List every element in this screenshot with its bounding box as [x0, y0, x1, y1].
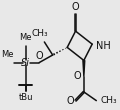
Text: O: O	[66, 96, 74, 106]
Text: O: O	[72, 2, 79, 12]
Text: Me: Me	[1, 50, 13, 59]
Text: CH₃: CH₃	[101, 96, 118, 105]
Text: O: O	[73, 71, 81, 81]
Text: CH₃: CH₃	[32, 29, 48, 38]
Text: tBu: tBu	[18, 93, 33, 102]
Text: Si: Si	[21, 58, 30, 68]
Polygon shape	[83, 60, 85, 77]
Text: O: O	[35, 51, 43, 61]
Text: Me: Me	[19, 33, 32, 42]
Text: NH: NH	[96, 41, 111, 51]
